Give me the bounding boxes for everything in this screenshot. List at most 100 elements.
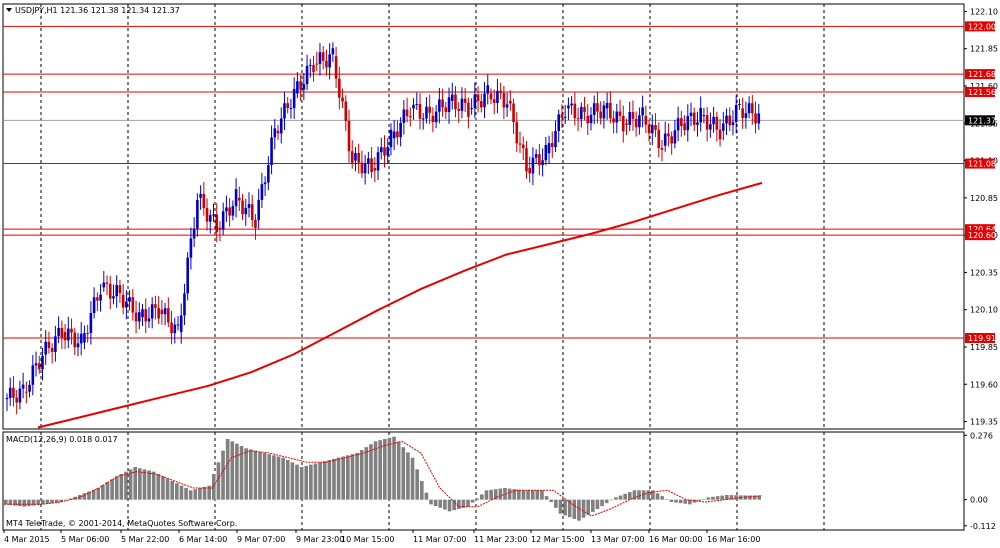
candle-body bbox=[602, 105, 606, 119]
candle-body bbox=[134, 312, 138, 322]
candle-body bbox=[312, 64, 315, 73]
candle-body bbox=[654, 124, 657, 130]
candle-body bbox=[457, 109, 461, 111]
macd-histogram-bar bbox=[13, 499, 17, 506]
macd-histogram-bar bbox=[87, 491, 91, 500]
candle-body bbox=[421, 118, 425, 120]
x-tick-label: 9 Mar 07:00 bbox=[237, 535, 285, 544]
macd-y-tick-label: 0.00 bbox=[970, 496, 988, 505]
candle-body bbox=[244, 207, 248, 215]
x-tick-label: 5 Mar 06:00 bbox=[61, 535, 109, 544]
macd-histogram-bar bbox=[512, 489, 517, 500]
macd-histogram-bar bbox=[341, 456, 346, 500]
candle-body bbox=[476, 94, 480, 102]
candle-body bbox=[731, 122, 735, 126]
macd-histogram-bar bbox=[530, 490, 535, 500]
candle-body bbox=[225, 207, 228, 212]
candle-body bbox=[373, 168, 377, 171]
candle-body bbox=[92, 297, 96, 313]
candle-body bbox=[686, 116, 690, 131]
candle-body bbox=[670, 136, 673, 144]
candle-body bbox=[473, 94, 477, 109]
level-price-badge bbox=[965, 224, 995, 235]
macd-histogram-bar bbox=[396, 441, 401, 500]
macd-histogram-bar bbox=[73, 496, 77, 500]
y-tick-label: 120.35 bbox=[970, 268, 998, 277]
candle-body bbox=[105, 282, 109, 285]
macd-histogram-bar bbox=[272, 455, 276, 500]
candle-body bbox=[576, 118, 580, 120]
candle-body bbox=[341, 97, 344, 102]
candle-body bbox=[557, 114, 561, 131]
macd-histogram-bar bbox=[147, 470, 151, 500]
current-price-label: 121.37 bbox=[968, 116, 996, 125]
macd-histogram-bar bbox=[660, 496, 664, 500]
candle-body bbox=[176, 324, 180, 326]
candle-body bbox=[31, 365, 35, 385]
candle-body bbox=[302, 84, 306, 90]
macd-histogram-bar bbox=[378, 440, 382, 500]
candle-body bbox=[696, 122, 699, 125]
candle-body bbox=[299, 81, 302, 90]
macd-histogram-bar bbox=[387, 437, 392, 500]
candle-body bbox=[412, 104, 415, 109]
x-tick-label: 10 Mar 15:00 bbox=[341, 535, 394, 544]
macd-histogram-bar bbox=[424, 492, 429, 500]
chart-menu-triangle-icon bbox=[6, 8, 12, 12]
candle-body bbox=[221, 211, 225, 230]
candle-body bbox=[502, 93, 506, 108]
candle-body bbox=[402, 109, 406, 123]
macd-histogram-bar bbox=[179, 485, 184, 500]
macd-histogram-bar bbox=[586, 499, 590, 515]
macd-histogram-bar bbox=[262, 453, 267, 500]
candle-body bbox=[370, 158, 373, 173]
x-tick-label: 11 Mar 23:00 bbox=[474, 535, 527, 544]
candle-body bbox=[570, 103, 573, 106]
macd-histogram-bar bbox=[318, 462, 322, 500]
candle-body bbox=[289, 108, 293, 110]
macd-plot-frame bbox=[2, 431, 965, 531]
macd-histogram-bar bbox=[544, 496, 549, 500]
candle-body bbox=[405, 109, 409, 117]
macd-histogram-bar bbox=[165, 478, 170, 500]
macd-histogram-bar bbox=[715, 496, 720, 500]
macd-histogram-bar bbox=[498, 488, 503, 500]
macd-histogram-bar bbox=[230, 441, 235, 500]
candle-body bbox=[357, 153, 360, 163]
macd-histogram-bar bbox=[600, 499, 604, 507]
candle-body bbox=[399, 122, 402, 138]
candle-body bbox=[454, 94, 457, 110]
candle-body bbox=[141, 309, 144, 318]
candle-body bbox=[160, 309, 164, 315]
candle-body bbox=[279, 118, 283, 134]
level-price-label: 119.91 bbox=[968, 334, 996, 343]
candle-body bbox=[415, 104, 419, 106]
candle-body bbox=[680, 118, 683, 126]
candle-body bbox=[515, 122, 519, 144]
macd-histogram-bar bbox=[590, 499, 595, 512]
y-tick-label: 120.10 bbox=[970, 306, 998, 315]
candle-body bbox=[118, 285, 122, 294]
candle-body bbox=[44, 341, 48, 355]
candle-body bbox=[73, 332, 77, 348]
candle-body bbox=[615, 111, 619, 123]
macd-histogram-bar bbox=[651, 490, 655, 500]
candle-body bbox=[386, 147, 390, 156]
candle-body bbox=[318, 52, 322, 64]
candle-body bbox=[121, 294, 125, 308]
candle-body bbox=[228, 207, 231, 216]
x-tick-label: 4 Mar 2015 bbox=[4, 535, 50, 544]
level-price-badge bbox=[965, 333, 995, 344]
macd-histogram-bar bbox=[655, 493, 660, 500]
macd-histogram-bar bbox=[4, 499, 8, 505]
x-tick-label: 13 Mar 07:00 bbox=[591, 535, 644, 544]
macd-histogram-bar bbox=[64, 499, 68, 501]
candle-body bbox=[544, 144, 548, 161]
x-tick-label: 16 Mar 00:00 bbox=[649, 535, 702, 544]
macd-histogram-bar bbox=[540, 490, 544, 500]
candle-body bbox=[650, 124, 654, 134]
macd-histogram-bar bbox=[507, 488, 512, 500]
candle-body bbox=[70, 328, 73, 333]
